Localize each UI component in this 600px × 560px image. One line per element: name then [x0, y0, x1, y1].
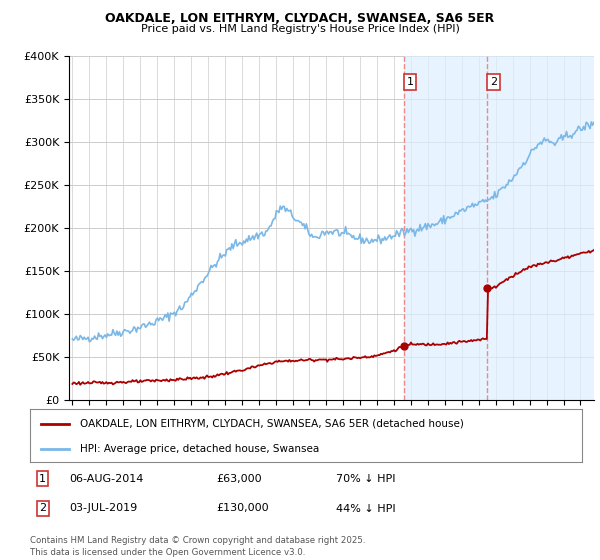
Text: 03-JUL-2019: 03-JUL-2019: [69, 503, 137, 514]
Text: OAKDALE, LON EITHRYM, CLYDACH, SWANSEA, SA6 5ER (detached house): OAKDALE, LON EITHRYM, CLYDACH, SWANSEA, …: [80, 419, 464, 429]
Text: 2: 2: [39, 503, 46, 514]
Text: 70% ↓ HPI: 70% ↓ HPI: [336, 474, 395, 484]
Text: Price paid vs. HM Land Registry's House Price Index (HPI): Price paid vs. HM Land Registry's House …: [140, 24, 460, 34]
Text: 44% ↓ HPI: 44% ↓ HPI: [336, 503, 395, 514]
Text: 2: 2: [490, 77, 497, 87]
Text: £130,000: £130,000: [216, 503, 269, 514]
Bar: [487, 56, 598, 400]
Text: 06-AUG-2014: 06-AUG-2014: [69, 474, 143, 484]
Text: 1: 1: [407, 77, 413, 87]
Text: 1: 1: [39, 474, 46, 484]
Text: Contains HM Land Registry data © Crown copyright and database right 2025.
This d: Contains HM Land Registry data © Crown c…: [30, 536, 365, 557]
Text: HPI: Average price, detached house, Swansea: HPI: Average price, detached house, Swan…: [80, 444, 319, 454]
Bar: [404, 56, 487, 400]
Text: OAKDALE, LON EITHRYM, CLYDACH, SWANSEA, SA6 5ER: OAKDALE, LON EITHRYM, CLYDACH, SWANSEA, …: [106, 12, 494, 25]
Text: £63,000: £63,000: [216, 474, 262, 484]
